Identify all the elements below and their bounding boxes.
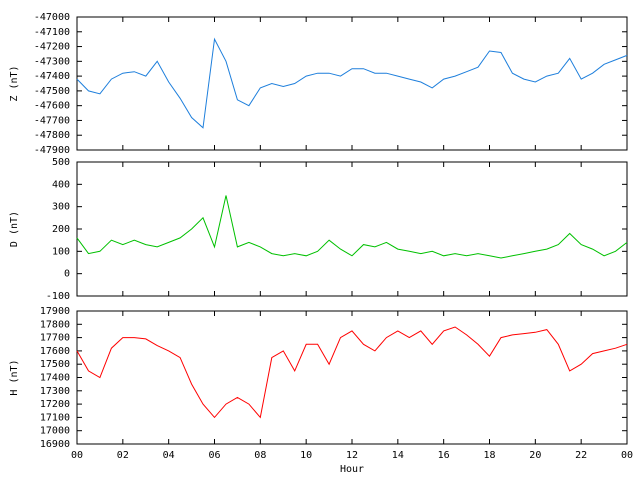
x-tick-label: 10: [300, 450, 312, 461]
y-tick-label: -47000: [34, 12, 70, 23]
y-tick-label: 300: [52, 202, 70, 213]
y-tick-label: 17400: [40, 373, 70, 384]
x-tick-label: 20: [529, 450, 541, 461]
y-tick-label: -47500: [34, 86, 70, 97]
y-tick-label: 17100: [40, 412, 70, 423]
y-tick-label: 17800: [40, 319, 70, 330]
y-tick-label: 17500: [40, 359, 70, 370]
y-axis-label: H (nT): [9, 359, 20, 395]
y-tick-label: 100: [52, 246, 70, 257]
x-tick-label: 18: [483, 450, 495, 461]
y-tick-label: 0: [64, 269, 70, 280]
y-tick-label: 16900: [40, 439, 70, 450]
x-tick-label: 08: [254, 450, 266, 461]
y-tick-label: -47300: [34, 56, 70, 67]
plot-frame: [76, 16, 628, 151]
y-tick-label: -47400: [34, 71, 70, 82]
data-line: [76, 195, 628, 259]
x-tick-label: 00: [621, 450, 633, 461]
x-tick-label: 16: [438, 450, 450, 461]
y-tick-label: 17300: [40, 386, 70, 397]
x-tick-label: 02: [117, 450, 129, 461]
y-tick-label: -47200: [34, 42, 70, 53]
y-tick-label: 500: [52, 157, 70, 168]
y-tick-label: 200: [52, 224, 70, 235]
y-axis-label: Z (nT): [9, 65, 20, 101]
y-tick-label: 17200: [40, 399, 70, 410]
data-line: [76, 326, 628, 419]
y-tick-label: -47800: [34, 130, 70, 141]
x-tick-label: 22: [575, 450, 587, 461]
x-tick-label: 06: [208, 450, 220, 461]
y-tick-label: -47900: [34, 145, 70, 156]
y-tick-label: -47600: [34, 101, 70, 112]
y-axis-label: D (nT): [9, 211, 20, 247]
data-line: [76, 37, 628, 129]
x-tick-label: 14: [392, 450, 404, 461]
x-tick-label: 00: [71, 450, 83, 461]
y-tick-label: -47100: [34, 27, 70, 38]
x-axis-label: Hour: [340, 464, 364, 475]
x-tick-label: 04: [163, 450, 175, 461]
y-tick-label: 17600: [40, 346, 70, 357]
y-tick-label: 17900: [40, 306, 70, 317]
y-tick-label: 17000: [40, 426, 70, 437]
x-tick-label: 12: [346, 450, 358, 461]
y-tick-label: -100: [46, 291, 70, 302]
y-tick-label: 400: [52, 179, 70, 190]
y-tick-label: -47700: [34, 115, 70, 126]
plot-frame: [76, 161, 628, 297]
y-tick-label: 17700: [40, 333, 70, 344]
